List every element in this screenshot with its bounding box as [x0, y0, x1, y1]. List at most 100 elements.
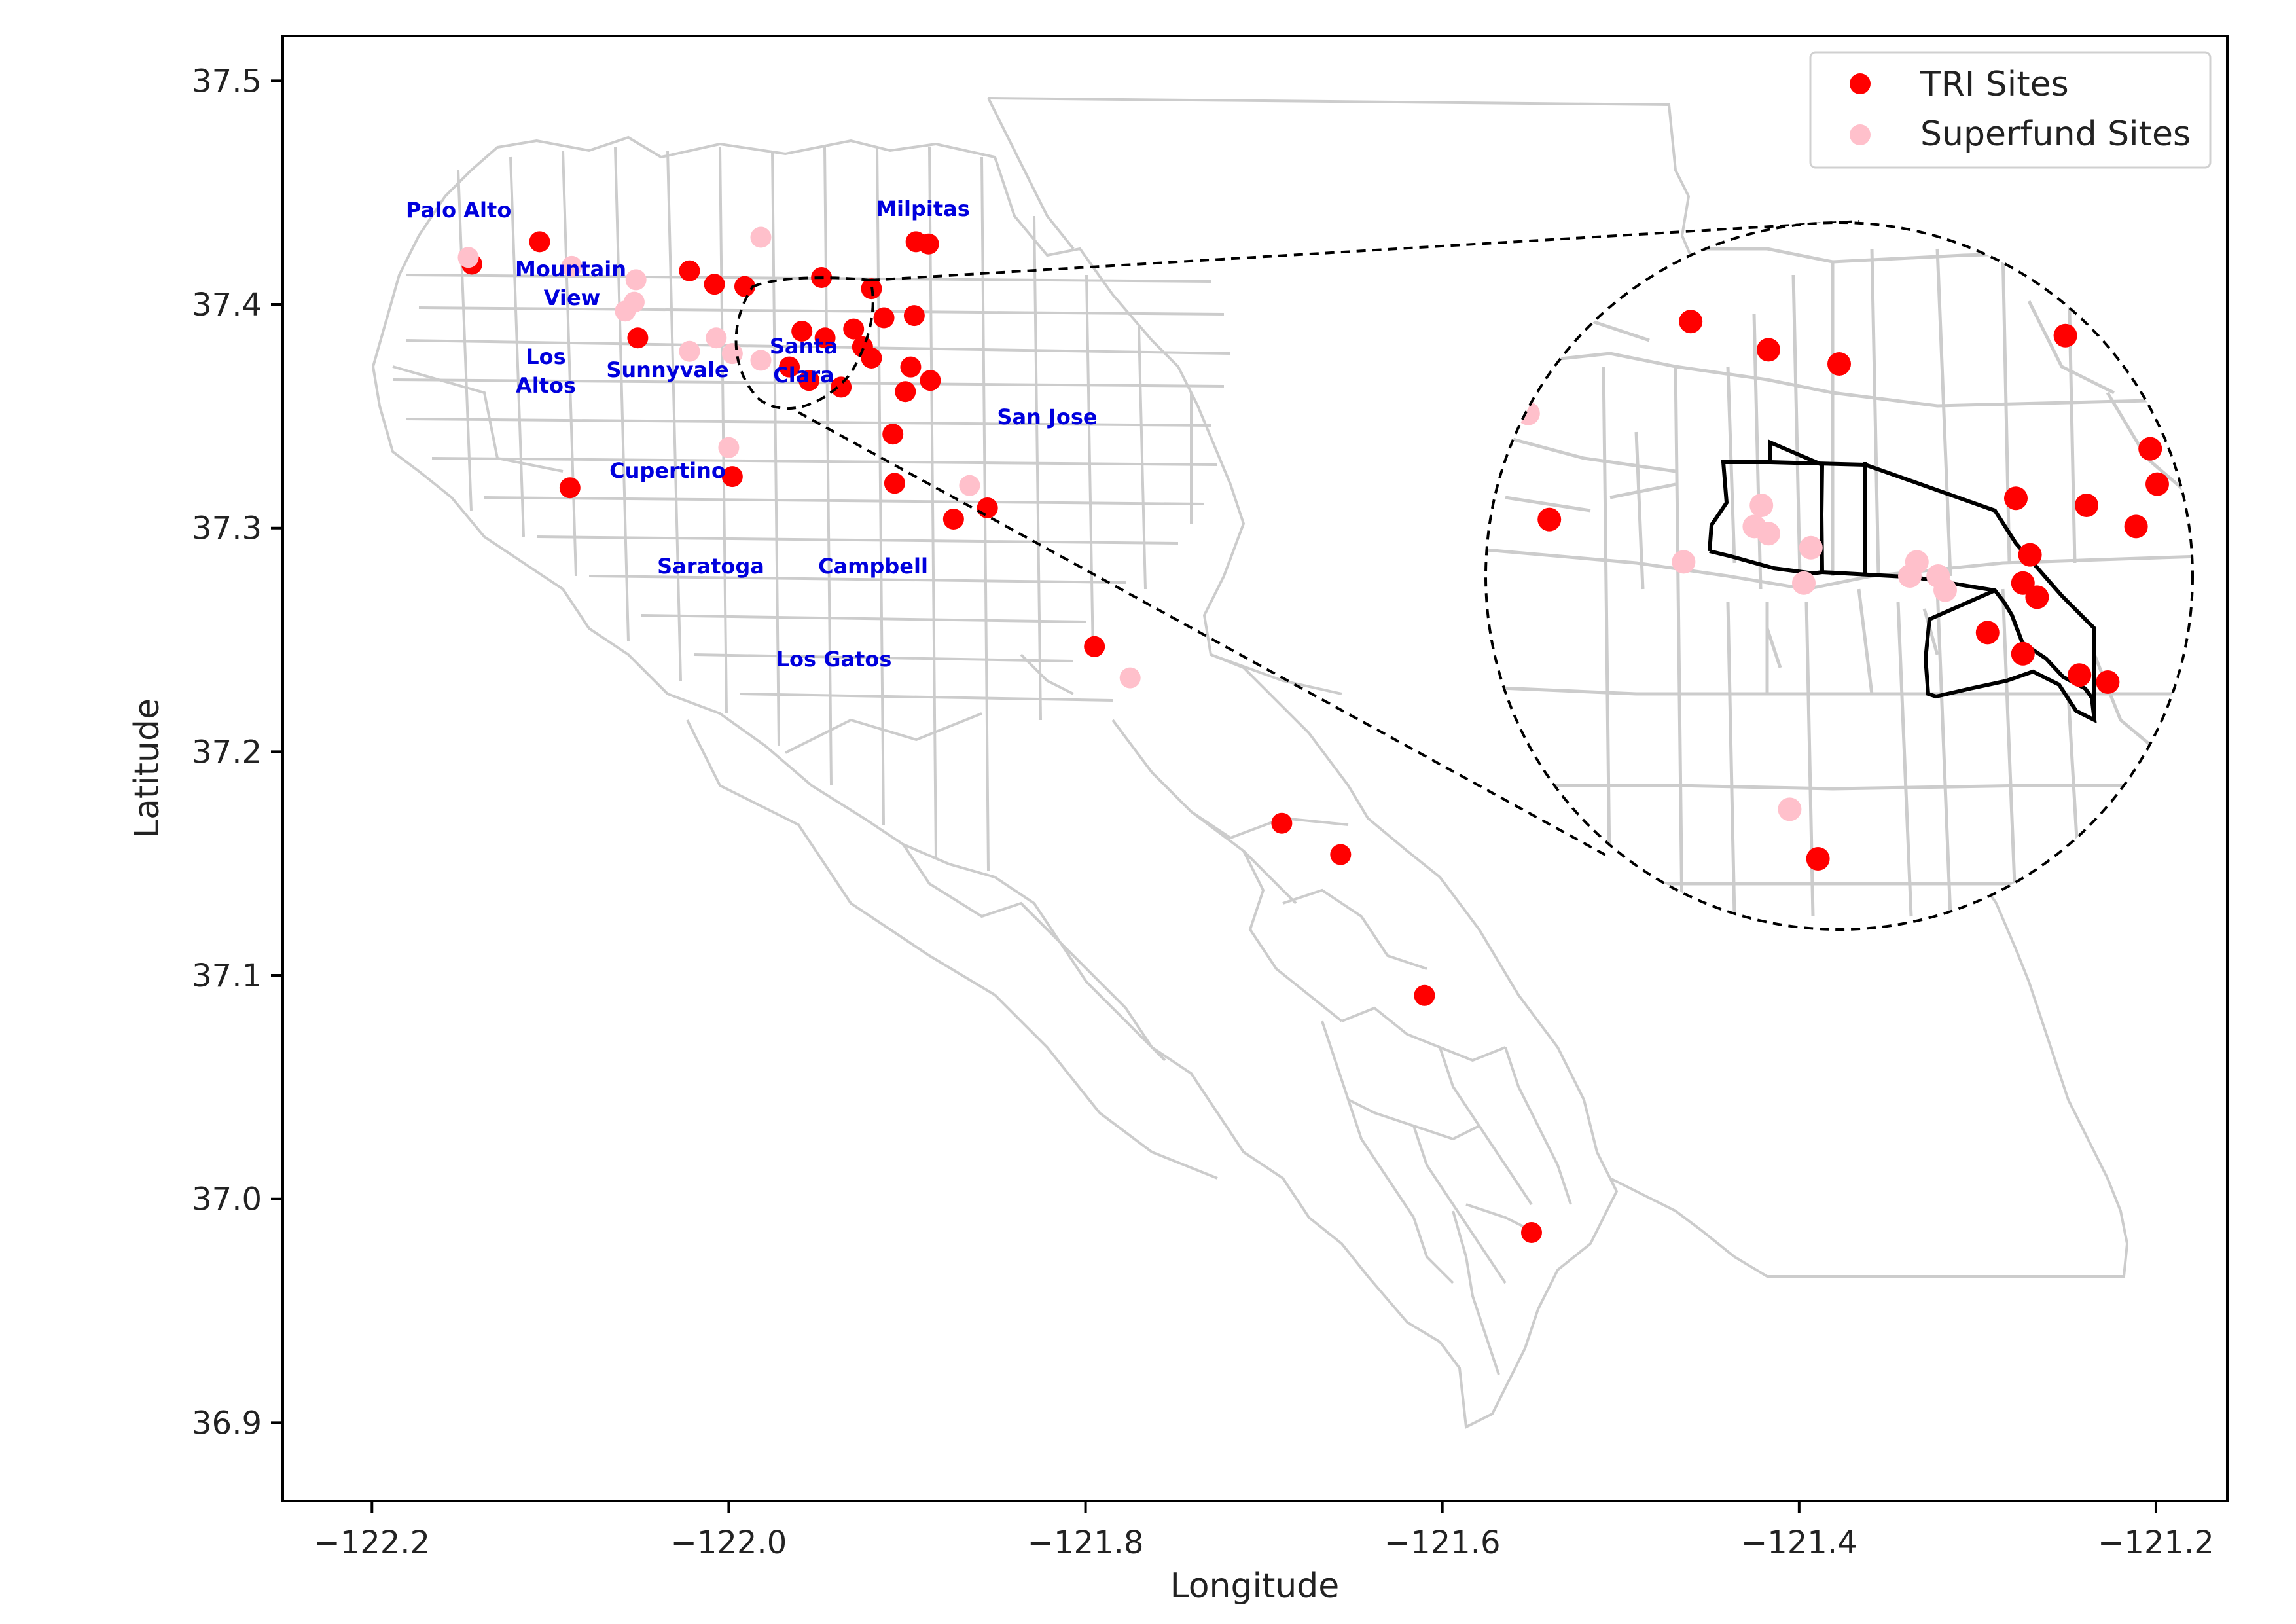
tri-sites-point [903, 305, 925, 327]
inset-superfund-point [1516, 401, 1540, 425]
y-tick-label: 37.2 [192, 734, 262, 770]
zoom-connector-top [870, 220, 1859, 281]
inset-highlight-region [1708, 439, 2097, 724]
inset-superfund-point [1778, 797, 1802, 821]
legend-label-superfund: Superfund Sites [1920, 115, 2191, 154]
tri-sites-point [529, 231, 550, 253]
tri-sites-point [920, 370, 941, 391]
inset-tri-point [1757, 338, 1780, 362]
city-label-los: Los [526, 344, 565, 369]
county-map [371, 97, 2129, 1430]
tri-sites-point [861, 348, 882, 369]
tri-sites-point [900, 356, 922, 378]
inset-superfund-point [1799, 535, 1823, 560]
inset-tri-point [1679, 310, 1703, 334]
inset-circle-border [1484, 221, 2194, 931]
superfund-sites-point [1119, 667, 1141, 689]
tri-sites-point [559, 477, 581, 499]
inset-superfund-point [1933, 578, 1957, 602]
zoom-indicator [734, 220, 1859, 859]
city-label-cupertino: Cupertino [609, 458, 726, 483]
inset-tri-point [1806, 847, 1830, 871]
inset-tri-point [2145, 472, 2169, 496]
city-label-los-gatos: Los Gatos [776, 647, 892, 672]
inset-tri-point [2025, 585, 2049, 609]
tri-sites-point [895, 381, 916, 403]
y-tick-label: 37.5 [192, 63, 262, 99]
tri-sites-point [918, 233, 939, 255]
superfund-sites-point [561, 255, 583, 277]
inset-tri-point [2011, 641, 2035, 666]
y-tick-label: 37.3 [192, 511, 262, 547]
legend-marker-tri [1850, 73, 1871, 94]
city-label-santa: Santa [770, 334, 838, 359]
city-label-mountain: Mountain [515, 257, 626, 281]
x-tick-label: −121.2 [2098, 1525, 2214, 1561]
tri-sites-point [884, 473, 905, 494]
city-label-milpitas: Milpitas [876, 196, 970, 221]
y-tick-label: 37.4 [192, 287, 262, 323]
superfund-sites-point [625, 269, 647, 291]
tri-sites-point [1520, 1221, 1542, 1243]
legend-box [1809, 51, 2212, 169]
tri-sites-point [1414, 984, 1435, 1006]
tri-sites-point [1084, 636, 1105, 657]
x-tick-label: −121.4 [1741, 1525, 1857, 1561]
superfund-sites-point [623, 291, 645, 313]
x-tick-label: −121.6 [1384, 1525, 1501, 1561]
zoom-connector-bottom [798, 411, 1611, 859]
inset-tri-point [1537, 507, 1562, 532]
plot-area-frame [281, 35, 2229, 1502]
inset-tri-point [1827, 352, 1851, 376]
superfund-sites-point [750, 226, 772, 248]
city-label-altos: Altos [516, 373, 576, 398]
inset-tri-point [2096, 670, 2120, 694]
tri-sites-point [791, 321, 813, 342]
inset-superfund-point [1672, 550, 1696, 574]
tri-sites-point [882, 424, 904, 445]
tri-sites-point [779, 356, 800, 378]
tri-sites-point [704, 274, 725, 295]
city-label-saratoga: Saratoga [657, 554, 764, 579]
tri-sites-point [1330, 844, 1352, 865]
y-tick-label: 37.1 [192, 958, 262, 994]
inset-tri-point [2124, 514, 2148, 539]
inset-map [1484, 221, 2194, 931]
inset-tri-point [2053, 323, 2077, 348]
superfund-sites-point [959, 475, 980, 496]
tri-sites-point [1271, 812, 1293, 834]
x-tick-label: −122.2 [314, 1525, 430, 1561]
tri-sites-point [627, 327, 649, 349]
city-label-sunnyvale: Sunnyvale [606, 357, 728, 382]
zoom-circle-small [734, 276, 874, 410]
city-labels: Palo Alto Mountain View Los Altos Sunnyv… [406, 196, 1098, 672]
city-label-view: View [544, 285, 600, 310]
inset-superfund-point [1749, 494, 1774, 517]
superfund-sites-point [706, 327, 727, 349]
y-axis-title: Latitude [128, 698, 167, 839]
inset-tri-point [1975, 621, 2000, 645]
inset-tri-point [2018, 543, 2042, 567]
inset-superfund-point [1905, 550, 1929, 574]
superfund-sites-point [679, 340, 700, 362]
county-boundary [371, 135, 1619, 1430]
tri-sites-point [977, 497, 998, 518]
legend-label-tri: TRI Sites [1920, 65, 2069, 104]
city-label-palo-alto: Palo Alto [406, 198, 511, 223]
inset-tri-point [2138, 437, 2162, 461]
y-tick-label: 37.0 [192, 1182, 262, 1218]
inset-tri-point [2068, 663, 2092, 687]
tri-sites-point [721, 466, 743, 488]
x-tick-label: −121.8 [1028, 1525, 1144, 1561]
y-tick-label: 36.9 [192, 1405, 262, 1441]
legend-marker-superfund [1850, 124, 1871, 145]
city-label-campbell: Campbell [818, 554, 928, 579]
city-label-clara: Clara [773, 363, 834, 388]
tri-sites-point [734, 276, 755, 297]
tri-sites-point [843, 318, 865, 340]
tri-sites-point [873, 307, 895, 329]
tri-sites-point [942, 509, 964, 530]
x-axis-title: Longitude [1170, 1566, 1340, 1606]
x-tick-label: −122.0 [671, 1525, 787, 1561]
